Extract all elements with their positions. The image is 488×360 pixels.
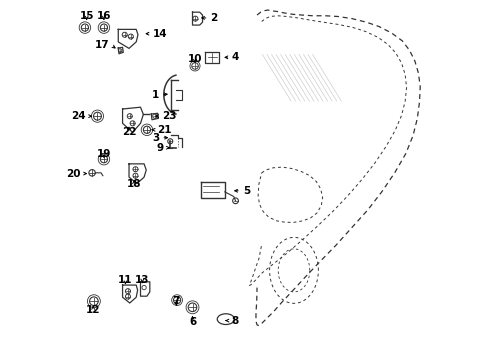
Text: 18: 18 [126,179,141,189]
Text: 1: 1 [152,90,159,100]
Text: 17: 17 [95,40,109,50]
Text: 20: 20 [66,168,81,179]
Text: 5: 5 [242,186,249,196]
Text: 22: 22 [122,127,136,136]
Text: 15: 15 [79,11,94,21]
Text: 4: 4 [231,52,239,62]
Text: 2: 2 [210,13,217,23]
Text: 6: 6 [188,317,196,327]
Text: 3: 3 [152,133,159,143]
Text: 8: 8 [231,316,238,325]
Text: 11: 11 [118,275,132,285]
Text: 24: 24 [71,111,85,121]
Text: 10: 10 [187,54,202,64]
Text: 12: 12 [86,305,100,315]
Text: 19: 19 [97,149,111,159]
Text: 16: 16 [97,11,111,21]
Text: 13: 13 [135,275,149,285]
Text: 7: 7 [172,296,180,306]
Text: 14: 14 [152,29,166,39]
Text: 21: 21 [157,125,171,135]
Text: 23: 23 [162,111,176,121]
Text: 9: 9 [156,143,163,153]
